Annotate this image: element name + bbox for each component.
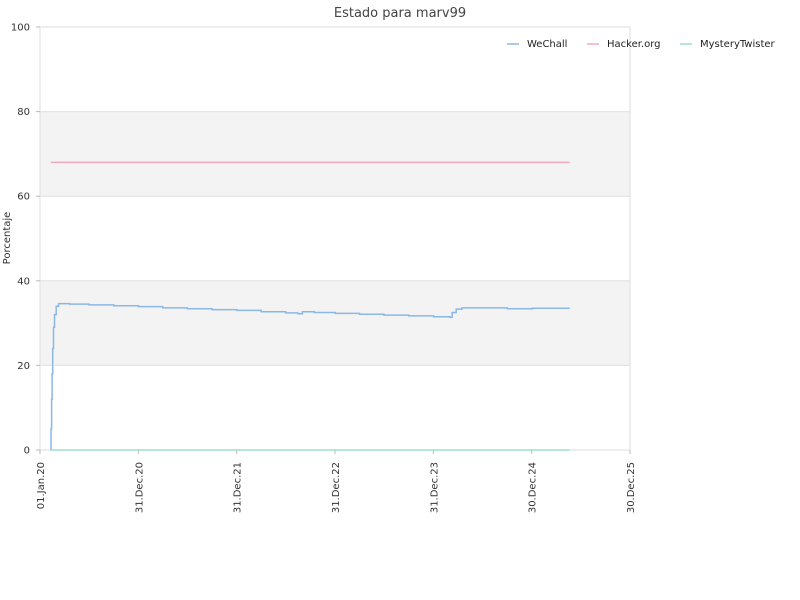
band — [40, 27, 630, 112]
y-axis-ticks: 0 20 40 60 80 100 — [11, 23, 40, 457]
y-tick-label: 80 — [17, 107, 30, 118]
x-tick-label: 01.Jan.20 — [36, 462, 47, 509]
legend: WeChall Hacker.org MysteryTwister — [507, 39, 776, 50]
band — [40, 196, 630, 281]
x-tick-label: 31.Dec.21 — [233, 462, 244, 513]
x-tick-label: 31.Dec.22 — [331, 462, 342, 513]
x-tick-label: 31.Dec.20 — [134, 462, 145, 513]
legend-label: MysteryTwister — [700, 39, 776, 50]
y-tick-label: 100 — [11, 23, 30, 34]
y-tick-label: 60 — [17, 192, 30, 203]
legend-label: WeChall — [527, 39, 567, 50]
x-tick-label: 30.Dec.25 — [626, 462, 637, 513]
y-tick-label: 20 — [17, 361, 30, 372]
series-layer — [50, 161, 570, 451]
x-tick-label: 31.Dec.23 — [429, 462, 440, 513]
chart-title: Estado para marv99 — [334, 6, 466, 21]
series-line-wechall — [50, 302, 570, 451]
band — [40, 111, 630, 197]
band — [40, 365, 630, 450]
y-tick-label: 0 — [24, 446, 30, 457]
band — [40, 280, 630, 366]
legend-label: Hacker.org — [607, 39, 661, 50]
background-bands — [40, 27, 630, 450]
x-axis-ticks: 01.Jan.20 31.Dec.20 31.Dec.21 31.Dec.22 31.D… — [36, 450, 637, 513]
y-axis-label: Porcentaje — [2, 212, 13, 265]
y-tick-label: 40 — [17, 276, 30, 287]
x-tick-label: 30.Dec.24 — [528, 462, 539, 513]
